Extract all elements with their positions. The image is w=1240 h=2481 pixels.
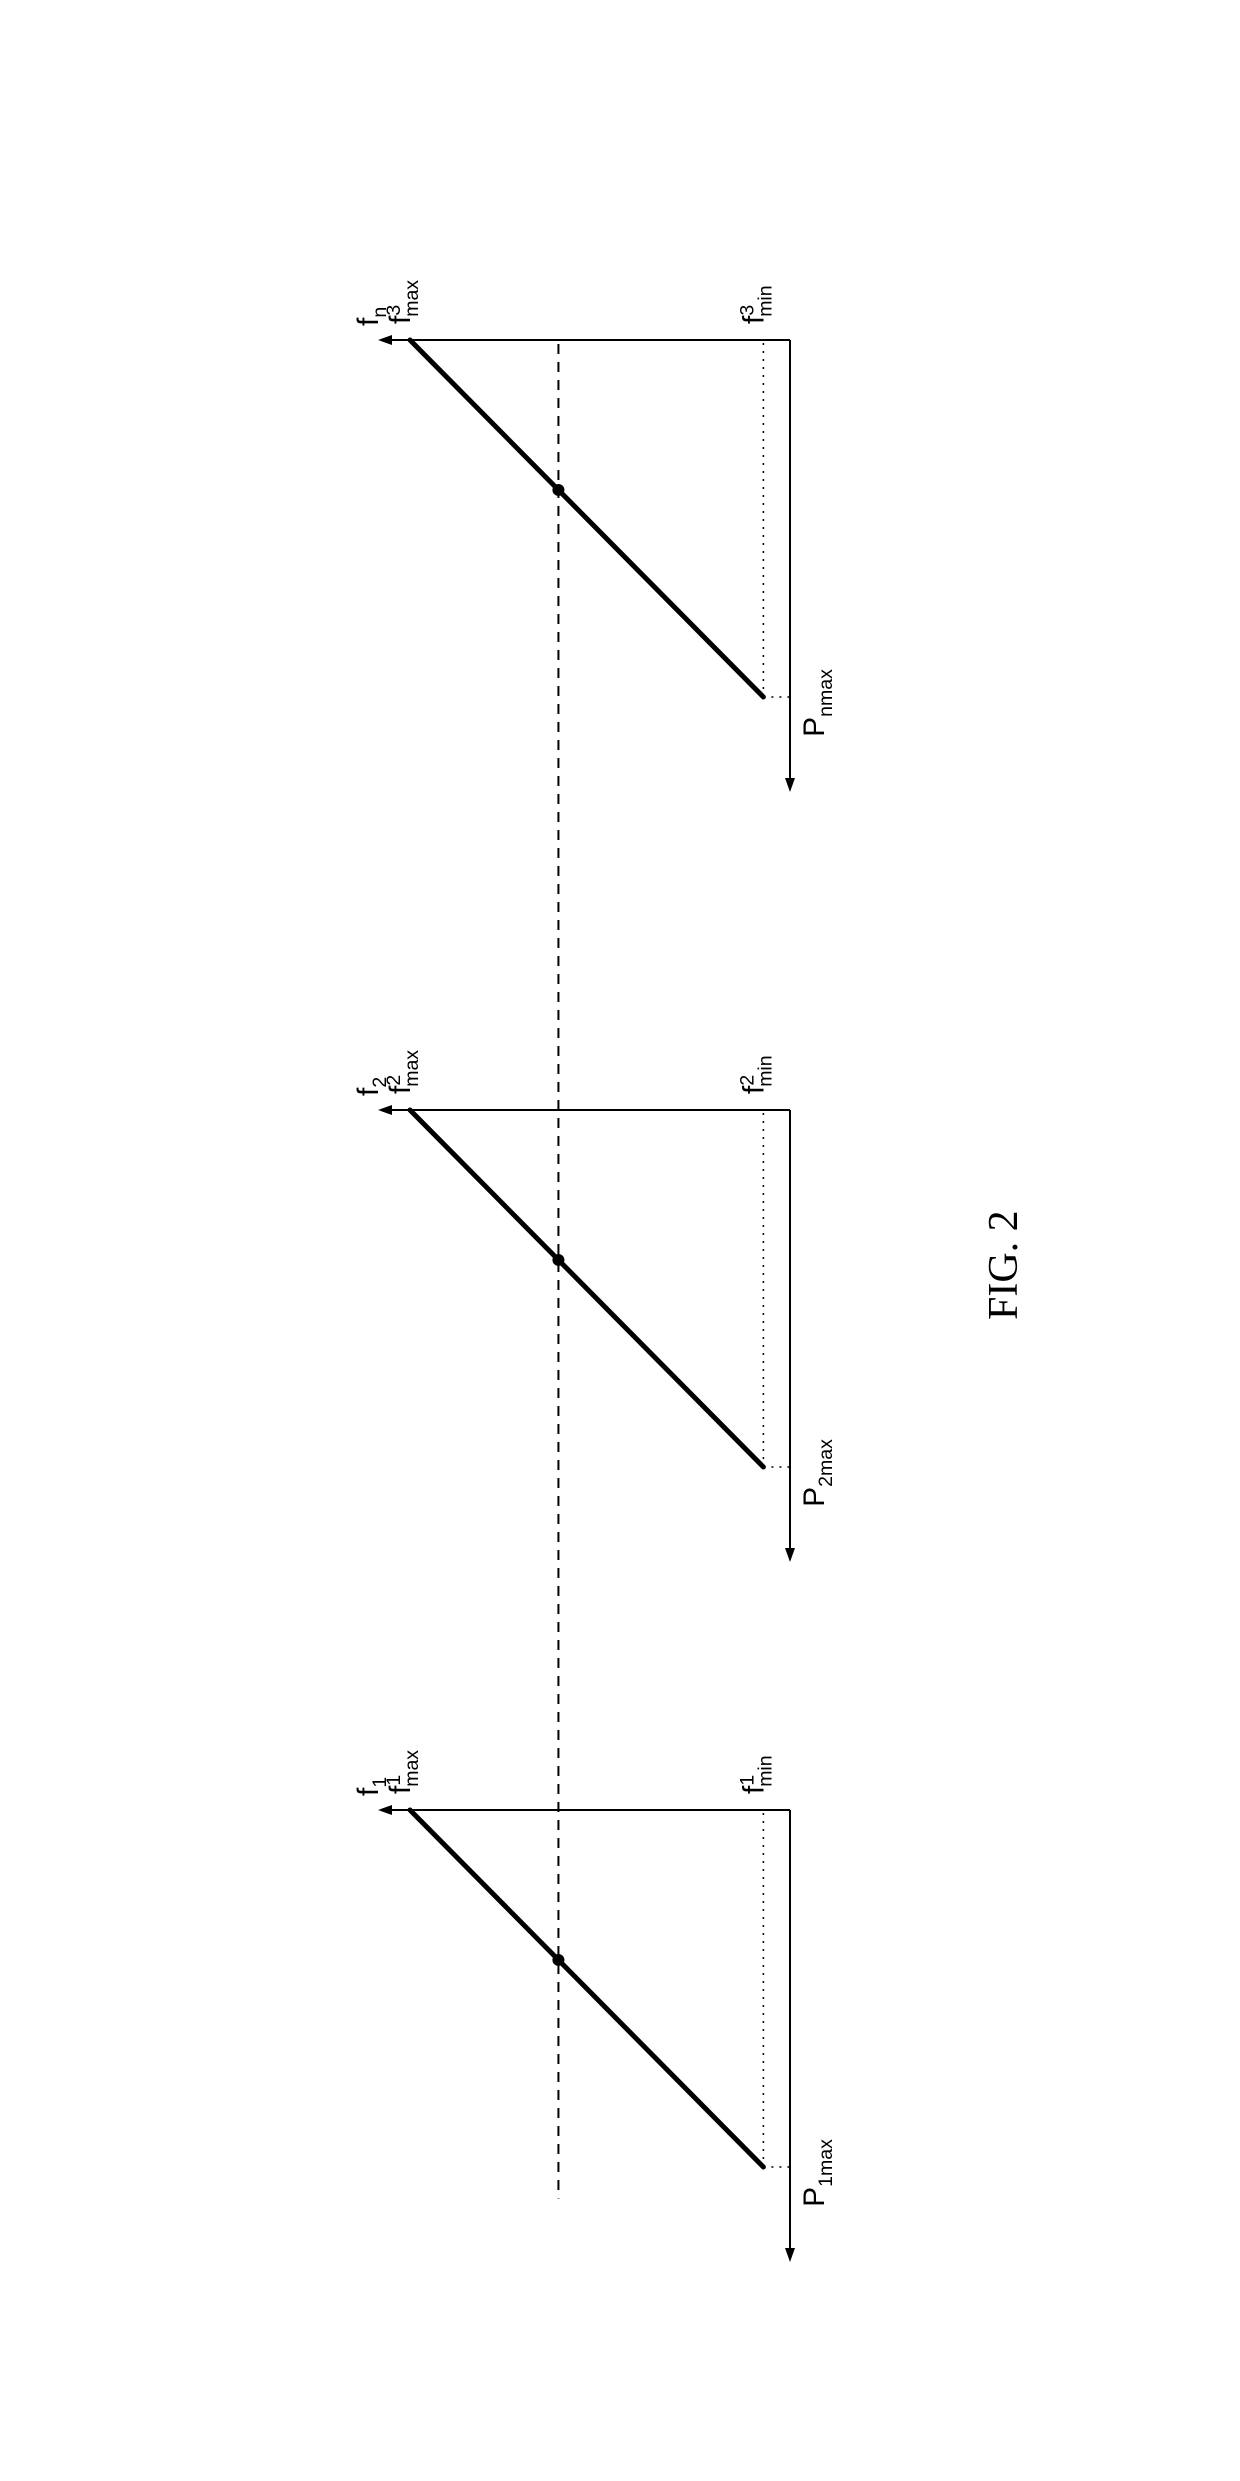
axis-label: Pnmax <box>798 669 837 737</box>
subplot-2: f2f2maxf2minP2max <box>352 1050 837 1562</box>
subplot-1: f1f1maxf1minP1max <box>352 1750 837 2262</box>
x-axis-arrow <box>785 2248 795 2262</box>
x-axis-arrow <box>785 1548 795 1562</box>
y-axis-arrow <box>378 335 392 345</box>
y-axis-arrow <box>378 1805 392 1815</box>
droop-line <box>410 1810 763 2167</box>
x-axis-arrow <box>785 778 795 792</box>
axis-label: P1max <box>798 2139 837 2207</box>
axis-label: f2min <box>736 1055 776 1094</box>
axis-label: f2max <box>383 1050 423 1094</box>
droop-line <box>410 340 763 697</box>
axis-label: f1min <box>736 1755 776 1794</box>
axis-label: P2max <box>798 1439 837 1507</box>
figure-canvas: f1f1maxf1minP1maxf2f2maxf2minP2maxfnf3ma… <box>0 0 1240 2481</box>
droop-line <box>410 1110 763 1467</box>
axis-label: f3max <box>383 280 423 324</box>
subplot-3: fnf3maxf3minPnmax <box>352 280 837 792</box>
axis-label: f3min <box>736 285 776 324</box>
axis-label: f1max <box>383 1750 423 1794</box>
figure-caption: FIG. 2 <box>980 1210 1028 1320</box>
figure-svg: f1f1maxf1minP1maxf2f2maxf2minP2maxfnf3ma… <box>0 0 1240 2481</box>
y-axis-arrow <box>378 1105 392 1115</box>
